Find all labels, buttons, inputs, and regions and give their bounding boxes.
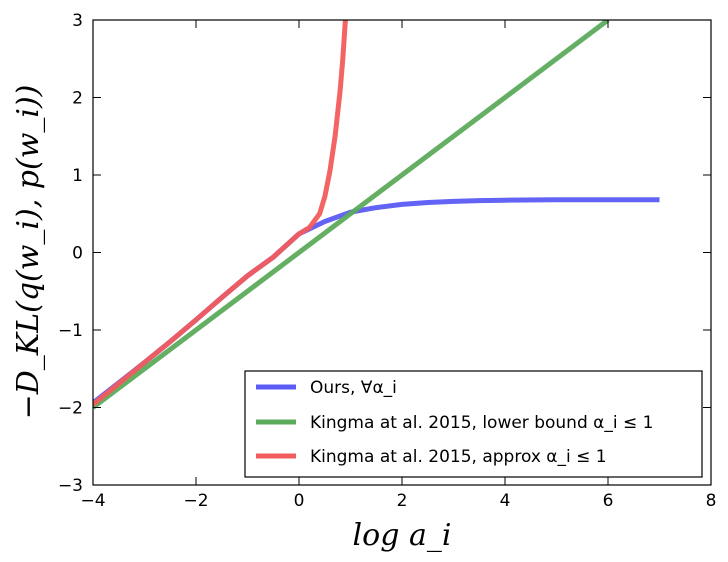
- y-tick-label-4: 1: [72, 166, 83, 186]
- x-tick-label-3: 2: [397, 491, 408, 511]
- y-tick-label-1: −2: [58, 399, 83, 419]
- legend: Ours, ∀α_i Kingma at al. 2015, lower bou…: [244, 370, 703, 478]
- y-axis-label: −D_KL(q(w_i), p(w_i)): [11, 85, 46, 420]
- x-tick-label-2: 0: [294, 491, 305, 511]
- legend-box: [244, 370, 703, 478]
- y-tick-label-0: −3: [58, 476, 83, 496]
- x-tick-label-5: 6: [603, 491, 614, 511]
- axes-layer: −4 −2 0 2 4 6 8 −3 −2 −1 0 1 2 3: [58, 11, 716, 511]
- legend-entry-2: Kingma at al. 2015, approx α_i ≤ 1: [310, 447, 607, 467]
- series-line-2: [93, 20, 348, 407]
- y-tick-label-6: 3: [72, 11, 83, 31]
- x-tick-label-0: −4: [80, 491, 105, 511]
- legend-entry-1: Kingma at al. 2015, lower bound α_i ≤ 1: [310, 413, 653, 433]
- y-tick-label-3: 0: [72, 244, 83, 264]
- x-tick-label-6: 8: [706, 491, 717, 511]
- x-tick-label-1: −2: [183, 491, 208, 511]
- y-tick-label-2: −1: [58, 321, 83, 341]
- y-tick-label-5: 2: [72, 89, 83, 109]
- legend-entry-0: Ours, ∀α_i: [310, 378, 397, 398]
- x-axis-label: log a_i: [353, 518, 452, 553]
- series-layer: [93, 20, 660, 410]
- x-tick-label-4: 4: [500, 491, 511, 511]
- series-line-1: [93, 20, 610, 410]
